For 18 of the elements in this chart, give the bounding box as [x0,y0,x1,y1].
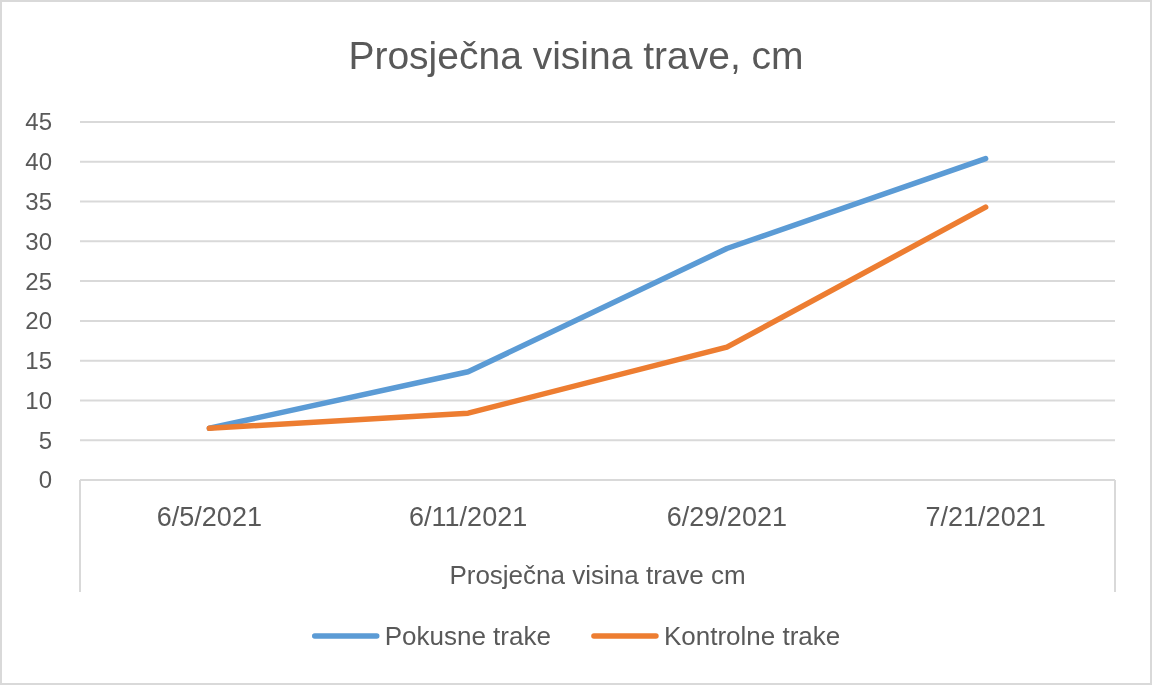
chart-title: Prosječna visina trave, cm [348,34,804,77]
x-tick-label: 6/5/2021 [156,502,262,533]
y-tick-label: 10 [25,386,52,414]
y-tick-label: 15 [25,347,52,375]
x-axis-title: Prosječna visina trave cm [449,560,746,591]
y-tick-label: 20 [25,307,52,335]
y-tick-label: 5 [38,426,52,454]
y-tick-label: 0 [38,466,52,494]
y-tick-label: 40 [25,148,52,176]
x-tick-label: 6/29/2021 [666,502,787,533]
y-tick-label: 30 [25,227,52,255]
legend-label: Pokusne trake [384,621,551,652]
y-tick-label: 25 [25,267,52,295]
legend-label: Kontrolne trake [663,621,841,652]
x-tick-label: 6/11/2021 [409,502,528,533]
y-tick-label: 35 [25,187,52,215]
x-tick-label: 7/21/2021 [925,502,1046,533]
y-tick-label: 45 [25,108,52,136]
